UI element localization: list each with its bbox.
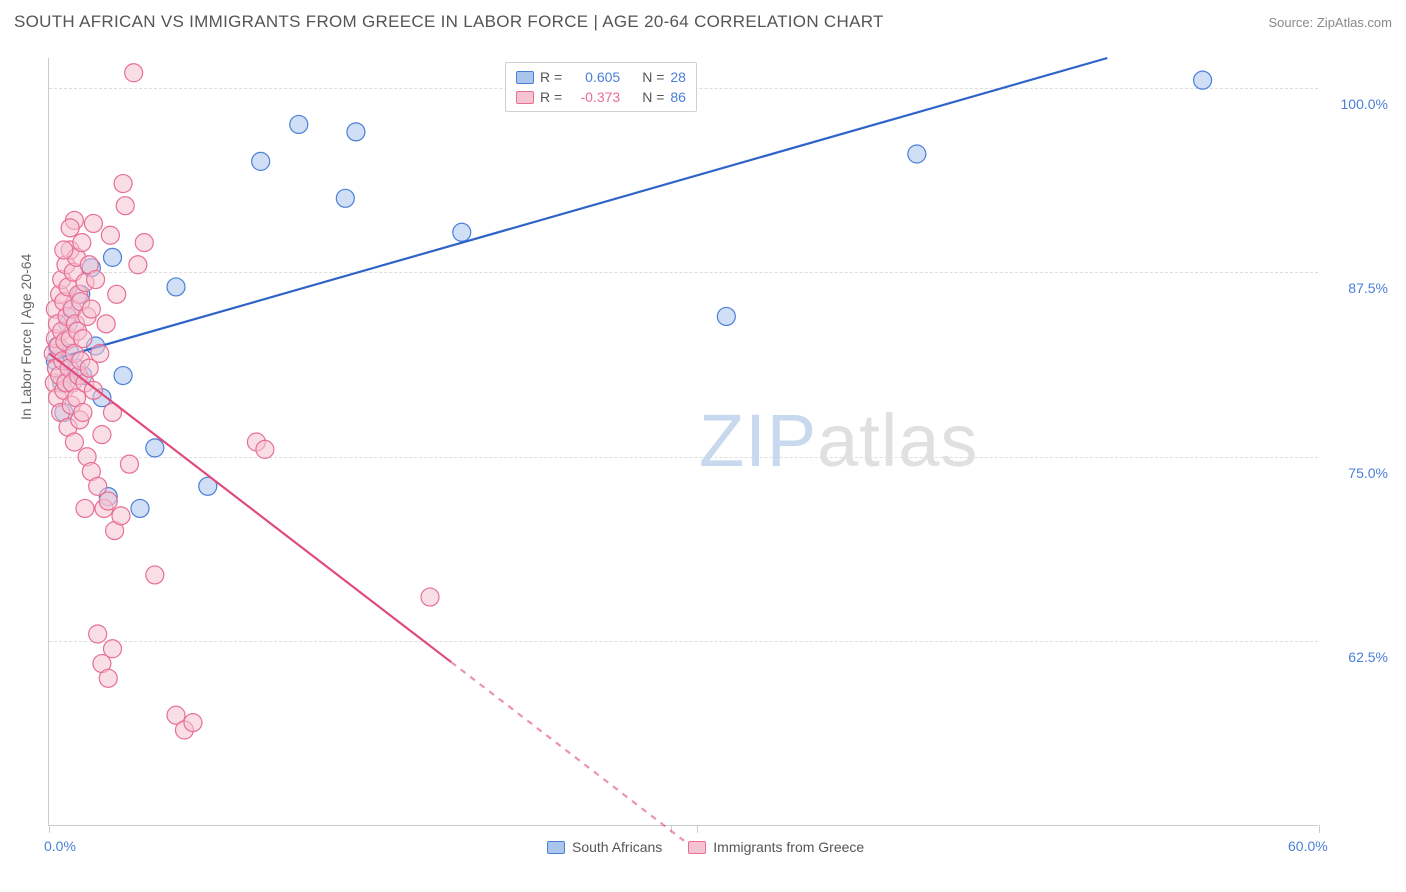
legend-n-value: 28 <box>670 69 686 85</box>
y-tick-label: 75.0% <box>1328 465 1388 481</box>
legend-swatch <box>547 841 565 854</box>
data-point <box>104 640 122 658</box>
data-point <box>131 499 149 517</box>
legend-swatch <box>516 91 534 104</box>
data-point <box>125 64 143 82</box>
x-axis-min-label: 0.0% <box>44 838 76 854</box>
data-point <box>82 300 100 318</box>
legend-item: South Africans <box>547 839 662 855</box>
data-point <box>87 271 105 289</box>
source-name: ZipAtlas.com <box>1317 15 1392 30</box>
data-point <box>347 123 365 141</box>
x-tick <box>1319 825 1320 833</box>
data-point <box>93 426 111 444</box>
data-point <box>55 241 73 259</box>
data-point <box>421 588 439 606</box>
legend-r-label: R = <box>540 89 562 105</box>
data-point <box>76 499 94 517</box>
data-point <box>146 439 164 457</box>
scatter-plot-svg <box>49 58 1318 825</box>
series-legend: South Africans Immigrants from Greece <box>547 839 864 855</box>
data-point <box>167 278 185 296</box>
data-point <box>290 115 308 133</box>
y-tick-label: 87.5% <box>1328 280 1388 296</box>
data-point <box>184 714 202 732</box>
data-point <box>129 256 147 274</box>
data-point <box>91 344 109 362</box>
legend-row: R = -0.373 N = 86 <box>516 87 686 107</box>
legend-r-label: R = <box>540 69 562 85</box>
data-point <box>97 315 115 333</box>
data-point <box>1194 71 1212 89</box>
data-point <box>252 152 270 170</box>
data-point <box>74 403 92 421</box>
title-bar: SOUTH AFRICAN VS IMMIGRANTS FROM GREECE … <box>14 12 1392 32</box>
data-point <box>101 226 119 244</box>
legend-n-value: 86 <box>670 89 686 105</box>
data-point <box>717 307 735 325</box>
legend-label: Immigrants from Greece <box>713 839 864 855</box>
data-point <box>99 669 117 687</box>
legend-swatch <box>516 71 534 84</box>
legend-r-value: 0.605 <box>568 69 620 85</box>
page-title: SOUTH AFRICAN VS IMMIGRANTS FROM GREECE … <box>14 12 884 32</box>
y-tick-label: 100.0% <box>1328 96 1388 112</box>
legend-n-label: N = <box>642 89 664 105</box>
data-point <box>908 145 926 163</box>
data-point <box>336 189 354 207</box>
data-point <box>65 433 83 451</box>
x-axis-max-label: 60.0% <box>1288 838 1328 854</box>
data-point <box>99 492 117 510</box>
data-point <box>74 330 92 348</box>
correlation-legend: R = 0.605 N = 28 R = -0.373 N = 86 <box>505 62 697 112</box>
y-tick-label: 62.5% <box>1328 649 1388 665</box>
legend-n-label: N = <box>642 69 664 85</box>
data-point <box>89 625 107 643</box>
source-prefix: Source: <box>1268 15 1316 30</box>
x-tick <box>697 825 698 833</box>
legend-label: South Africans <box>572 839 662 855</box>
data-point <box>61 219 79 237</box>
chart-plot-area: ZIPatlas 62.5%75.0%87.5%100.0% R =0.605N… <box>48 58 1318 826</box>
data-point <box>114 175 132 193</box>
regression-line-extrapolated <box>451 662 684 841</box>
y-axis-title: In Labor Force | Age 20-64 <box>18 254 34 420</box>
data-point <box>120 455 138 473</box>
data-point <box>84 214 102 232</box>
data-point <box>108 285 126 303</box>
data-point <box>114 367 132 385</box>
legend-swatch <box>688 841 706 854</box>
data-point <box>112 507 130 525</box>
source-attribution: Source: ZipAtlas.com <box>1268 15 1392 30</box>
data-point <box>256 440 274 458</box>
data-point <box>453 223 471 241</box>
data-point <box>116 197 134 215</box>
data-point <box>135 234 153 252</box>
legend-r-value: -0.373 <box>568 89 620 105</box>
x-tick <box>49 825 50 833</box>
legend-item: Immigrants from Greece <box>688 839 864 855</box>
data-point <box>104 248 122 266</box>
data-point <box>146 566 164 584</box>
data-point <box>73 234 91 252</box>
legend-row: R = 0.605 N = 28 <box>516 67 686 87</box>
